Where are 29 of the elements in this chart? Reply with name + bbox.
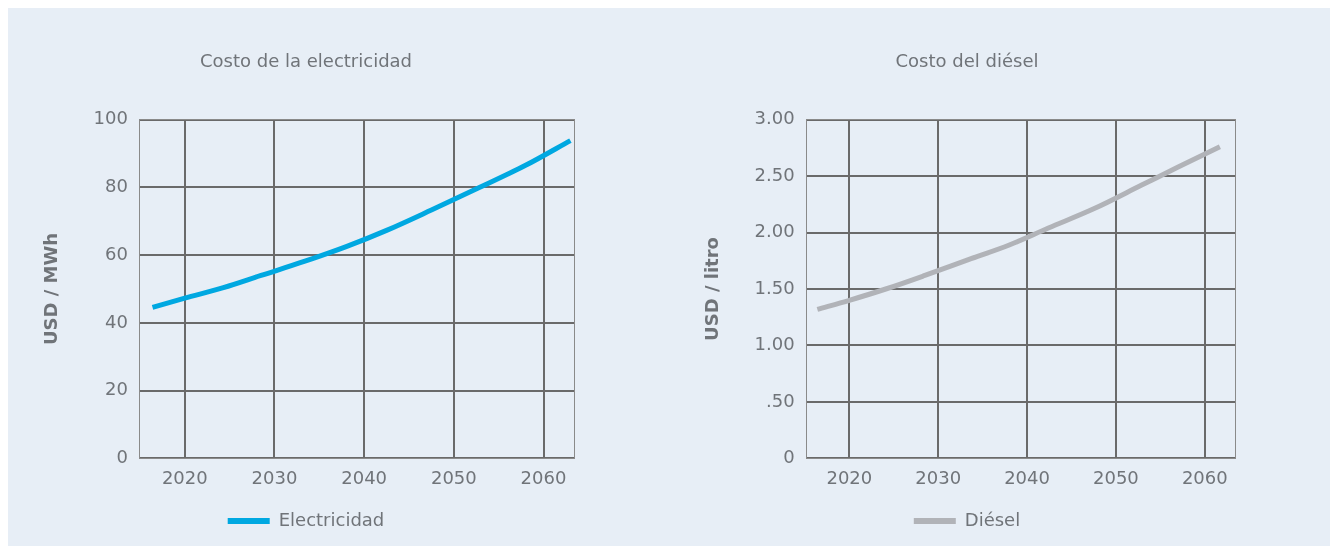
y-axis-title: USD / litro xyxy=(701,237,723,341)
y-tick-label: 100 xyxy=(93,107,128,129)
y-tick-label: 80 xyxy=(105,175,128,197)
y-tick-label: 40 xyxy=(105,310,128,332)
x-tick-label: 2030 xyxy=(251,466,298,488)
x-tick-label: 2050 xyxy=(1093,466,1139,488)
x-tick-label: 2020 xyxy=(161,466,208,488)
x-tick-label: 2050 xyxy=(430,466,477,488)
y-tick-label: 2.00 xyxy=(754,220,795,242)
y-tick-label: 0 xyxy=(783,446,795,468)
chart-title: Costo de la electricidad xyxy=(199,50,413,72)
y-tick-label: 60 xyxy=(105,242,128,264)
y-tick-label: 3.00 xyxy=(754,107,795,129)
y-tick-label: 1.50 xyxy=(754,276,795,298)
y-tick-label: 20 xyxy=(105,378,128,400)
x-tick-label: 2040 xyxy=(1004,466,1050,488)
x-tick-label: 2060 xyxy=(1181,466,1228,488)
y-tick-label: .50 xyxy=(766,389,795,411)
y-tick-label: 1.00 xyxy=(754,333,795,355)
legend-label: Electricidad xyxy=(278,508,385,530)
x-tick-label: 2040 xyxy=(341,466,388,488)
chart-title: Costo del diésel xyxy=(895,50,1039,72)
y-tick-label: 0 xyxy=(116,446,128,468)
x-tick-label: 2030 xyxy=(915,466,962,488)
x-tick-label: 2020 xyxy=(826,466,873,488)
y-tick-label: 2.50 xyxy=(754,163,795,185)
legend-label: Diésel xyxy=(964,508,1021,530)
x-tick-label: 2060 xyxy=(520,466,567,488)
y-axis-title: USD / MWh xyxy=(40,232,62,346)
